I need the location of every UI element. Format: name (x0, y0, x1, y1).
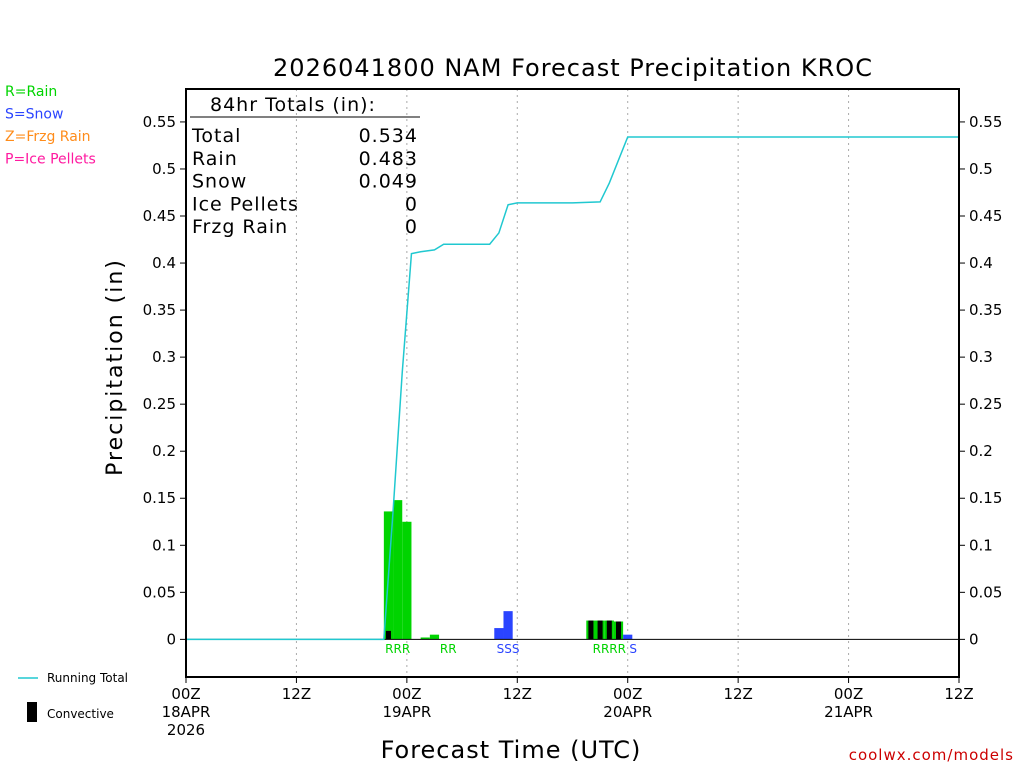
precip-type-legend-item: Z=Frzg Rain (5, 129, 91, 145)
y-tick-label-left: 0.2 (152, 442, 176, 460)
y-axis-label: Precipitation (in) (103, 258, 128, 476)
precip-type-legend-item: R=Rain (5, 84, 57, 100)
bar-convective (615, 621, 622, 640)
totals-row-value: 0 (405, 193, 418, 215)
running-total-line (186, 136, 959, 641)
precip-type-marker: S (629, 642, 637, 656)
x-tick-label: 2026 (167, 721, 205, 739)
y-tick-label-right: 0.3 (969, 348, 993, 366)
y-axis-ticks: 0 00.05 0.050.1 0.10.15 0.150.2 0.20.25 0.250.… (143, 113, 1003, 648)
bar-snow (494, 628, 504, 640)
y-tick-label-right: 0 (969, 630, 979, 648)
y-tick-label-left: 0.5 (152, 160, 176, 178)
bar-rain (420, 637, 430, 640)
gridlines (295, 89, 850, 677)
totals-row-label: Ice Pellets (192, 193, 299, 215)
totals-row-value: 0.483 (359, 148, 418, 170)
precip-type-marker: RR (440, 642, 457, 656)
precip-type-legend: R=Rain S=Snow Z=Frzg Rain P=Ice Pellets (5, 84, 96, 168)
bar-series (383, 500, 633, 640)
y-tick-label-left: 0.15 (143, 489, 176, 507)
y-tick-label-right: 0.35 (969, 301, 1002, 319)
bar-snow (623, 634, 633, 640)
totals-heading: 84hr Totals (in): (210, 94, 376, 116)
y-tick-label-left: 0.25 (143, 395, 176, 413)
y-tick-label-right: 0.05 (969, 583, 1002, 601)
x-tick-label: 12Z (503, 685, 532, 703)
y-tick-label-left: 0.1 (152, 536, 176, 554)
bar-rain (393, 500, 403, 640)
x-tick-label: 00Z (834, 685, 863, 703)
x-tick-label: 19APR (382, 703, 431, 721)
y-tick-label-left: 0.45 (143, 207, 176, 225)
x-tick-label: 00Z (171, 685, 200, 703)
y-tick-label-left: 0.3 (152, 348, 176, 366)
y-tick-label-right: 0.4 (969, 254, 993, 272)
x-axis-label: Forecast Time (UTC) (381, 736, 642, 764)
convective-legend-label: Convective (47, 707, 114, 721)
totals-row-label: Frzg Rain (192, 216, 288, 238)
x-tick-label: 00Z (392, 685, 421, 703)
y-tick-label-right: 0.25 (969, 395, 1002, 413)
x-tick-label: 12Z (944, 685, 973, 703)
x-tick-label: 12Z (723, 685, 752, 703)
totals-row-label: Total (191, 125, 241, 147)
precip-type-marker: RRR (385, 642, 410, 656)
plot-frame (185, 88, 960, 678)
running-total-legend-label: Running Total (47, 671, 128, 685)
totals-row-value: 0.534 (359, 125, 418, 147)
site-credit: coolwx.com/models (849, 746, 1014, 764)
y-tick-label-right: 0.45 (969, 207, 1002, 225)
totals-rows: Total 0.534 Rain 0.483 Snow 0.049 Ice Pellets 0… (191, 125, 418, 238)
y-tick-label-right: 0.2 (969, 442, 993, 460)
precip-type-marker: SSS (497, 642, 520, 656)
y-tick-label-left: 0.4 (152, 254, 176, 272)
y-tick-label-right: 0.1 (969, 536, 993, 554)
totals-row-value: 0 (405, 216, 418, 238)
y-tick-label-right: 0.55 (969, 113, 1002, 131)
chart-title: 2026041800 NAM Forecast Precipitation KR… (273, 54, 873, 82)
bar-rain (402, 521, 412, 640)
bar-convective (385, 630, 391, 640)
totals-row-value: 0.049 (359, 171, 418, 193)
precip-type-legend-item: S=Snow (5, 107, 63, 123)
bar-convective (588, 620, 594, 640)
y-tick-label-left: 0.35 (143, 301, 176, 319)
precip-type-markers: RRR RR SSS RRRR S (385, 642, 637, 656)
y-tick-label-left: 0 (166, 630, 176, 648)
convective-legend-swatch (27, 702, 37, 722)
x-tick-label: 20APR (603, 703, 652, 721)
y-tick-label-right: 0.15 (969, 489, 1002, 507)
x-tick-label: 12Z (282, 685, 311, 703)
y-tick-label-left: 0.55 (143, 113, 176, 131)
totals-box: 84hr Totals (in): Total 0.534 Rain 0.483 Sno… (190, 94, 420, 238)
x-tick-label: 18APR (162, 703, 211, 721)
bottom-legend: Running Total Convective (18, 671, 128, 722)
x-tick-label: 21APR (824, 703, 873, 721)
bar-convective (606, 620, 612, 640)
precip-type-legend-item: P=Ice Pellets (5, 152, 96, 168)
x-tick-label: 00Z (613, 685, 642, 703)
bar-convective (597, 620, 603, 640)
bar-snow (503, 611, 513, 640)
y-tick-label-left: 0.05 (143, 583, 176, 601)
y-tick-label-right: 0.5 (969, 160, 993, 178)
bar-rain (429, 634, 440, 640)
totals-row-label: Snow (192, 171, 247, 193)
totals-row-label: Rain (192, 148, 238, 170)
precip-type-marker: RRRR (593, 642, 626, 656)
